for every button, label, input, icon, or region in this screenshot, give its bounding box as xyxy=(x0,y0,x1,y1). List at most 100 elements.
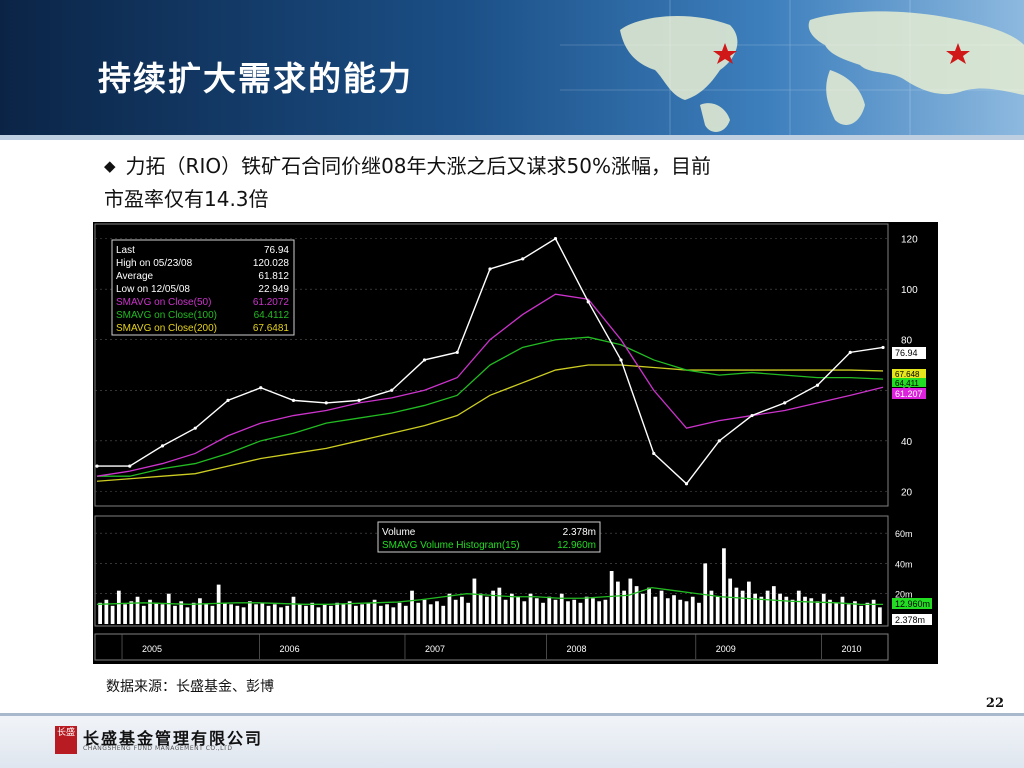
volume-bar xyxy=(747,581,751,624)
source-note: 数据来源：长盛基金、彭博 xyxy=(106,679,274,695)
vol-sma-value: 12.960m xyxy=(557,540,596,551)
volume-bar xyxy=(815,601,820,624)
volume-bar xyxy=(285,605,290,624)
stock-chart: 20406080100120 Last 76.94 High on 05/23/… xyxy=(93,222,938,664)
volume-bar xyxy=(422,599,427,624)
volume-bar xyxy=(522,601,527,624)
volume-bar xyxy=(247,601,252,624)
volume-bar xyxy=(871,599,876,624)
volume-bar xyxy=(865,602,870,624)
series-line-smavg-on-close-200- xyxy=(96,364,884,482)
volume-bar xyxy=(378,605,383,624)
volume-bar xyxy=(684,601,689,624)
volume-bar xyxy=(753,593,757,624)
volume-bar xyxy=(722,548,726,624)
price-tag-last: 76.94 xyxy=(895,348,918,358)
price-point xyxy=(553,237,558,241)
volume-legend: Volume 2.378m SMAVG Volume Histogram(15)… xyxy=(377,521,601,553)
slide-footer: 长盛 长盛基金管理有限公司 CHANGSHENG FUND MANAGEMENT… xyxy=(0,716,1024,768)
volume-bar xyxy=(616,581,620,624)
volume-bar xyxy=(141,605,146,624)
volume-bar xyxy=(740,590,745,624)
volume-bar xyxy=(516,596,520,624)
volume-y-tick: 40m xyxy=(895,559,913,569)
volume-bar xyxy=(634,586,639,624)
price-point xyxy=(848,350,852,354)
volume-bar xyxy=(784,596,789,624)
company-name-cn: 长盛基金管理有限公司 xyxy=(83,729,264,748)
volume-bar xyxy=(622,590,626,624)
volume-bar xyxy=(403,605,408,624)
legend-low-label: Low on 12/05/08 xyxy=(116,284,190,295)
legend-high-value: 120.028 xyxy=(253,258,290,269)
price-point xyxy=(652,451,656,456)
volume-bar xyxy=(341,604,346,624)
volume-bar xyxy=(116,590,121,624)
volume-bar xyxy=(254,604,258,624)
volume-bar xyxy=(821,593,826,624)
price-point xyxy=(521,257,525,261)
volume-bar xyxy=(853,601,857,624)
date-tick-label: 2005 xyxy=(142,644,162,654)
volume-bar xyxy=(509,593,514,624)
volume-bar xyxy=(316,607,321,624)
volume-bar xyxy=(765,590,770,624)
vol-tag-last: 2.378m xyxy=(895,615,925,625)
volume-bar xyxy=(778,593,782,624)
volume-bar xyxy=(210,605,215,624)
volume-bar xyxy=(690,596,695,624)
volume-bar xyxy=(628,578,633,624)
date-tick-label: 2008 xyxy=(566,644,586,654)
volume-bar xyxy=(703,563,708,624)
volume-sma-line xyxy=(96,586,884,606)
volume-bar xyxy=(709,590,714,624)
price-grid xyxy=(95,238,888,492)
price-point xyxy=(422,358,427,362)
price-point xyxy=(226,398,230,402)
volume-bar xyxy=(391,607,396,624)
volume-y-tick: 20m xyxy=(895,590,913,600)
volume-bar xyxy=(166,593,171,624)
price-y-tick: 80 xyxy=(901,336,913,347)
volume-tags: 12.960m 2.378m xyxy=(892,598,932,625)
volume-bar xyxy=(360,604,364,624)
volume-bar xyxy=(329,605,333,624)
footer-divider xyxy=(0,713,1024,716)
price-point xyxy=(783,401,787,405)
slide-header: 持续扩大需求的能力 xyxy=(0,0,1024,135)
volume-bar xyxy=(697,602,701,624)
legend-sma50-label: SMAVG on Close(50) xyxy=(116,297,211,308)
volume-bar xyxy=(840,596,845,624)
price-point xyxy=(160,444,165,448)
page-number: 22 xyxy=(985,696,1004,711)
price-point xyxy=(455,350,459,354)
price-point xyxy=(488,267,492,271)
volume-bar xyxy=(647,587,651,624)
volume-bar xyxy=(354,605,358,624)
legend-avg-value: 61.812 xyxy=(258,271,289,282)
legend-sma200-value: 67.6481 xyxy=(253,323,290,334)
legend-last-value: 76.94 xyxy=(264,245,289,256)
volume-bar xyxy=(466,602,471,624)
volume-bar xyxy=(260,602,265,624)
volume-bar xyxy=(204,604,209,624)
volume-bar xyxy=(553,599,558,624)
legend-sma50-value: 61.2072 xyxy=(253,297,290,308)
volume-bar xyxy=(803,596,807,624)
volume-bar xyxy=(534,598,539,624)
header-divider xyxy=(0,135,1024,140)
volume-bar xyxy=(304,605,308,624)
volume-bar xyxy=(154,602,159,624)
legend-low-value: 22.949 xyxy=(258,284,289,295)
volume-bar xyxy=(591,598,595,624)
volume-bar xyxy=(659,590,664,624)
volume-bar xyxy=(665,598,670,624)
date-tick-label: 2006 xyxy=(280,644,300,654)
volume-bar xyxy=(790,599,795,624)
vol-sma-label: SMAVG Volume Histogram(15) xyxy=(382,540,520,551)
legend-avg-label: Average xyxy=(116,271,154,282)
volume-bar xyxy=(878,607,882,624)
volume-bar xyxy=(241,607,246,624)
volume-bar xyxy=(528,593,533,624)
volume-bar xyxy=(223,602,227,624)
